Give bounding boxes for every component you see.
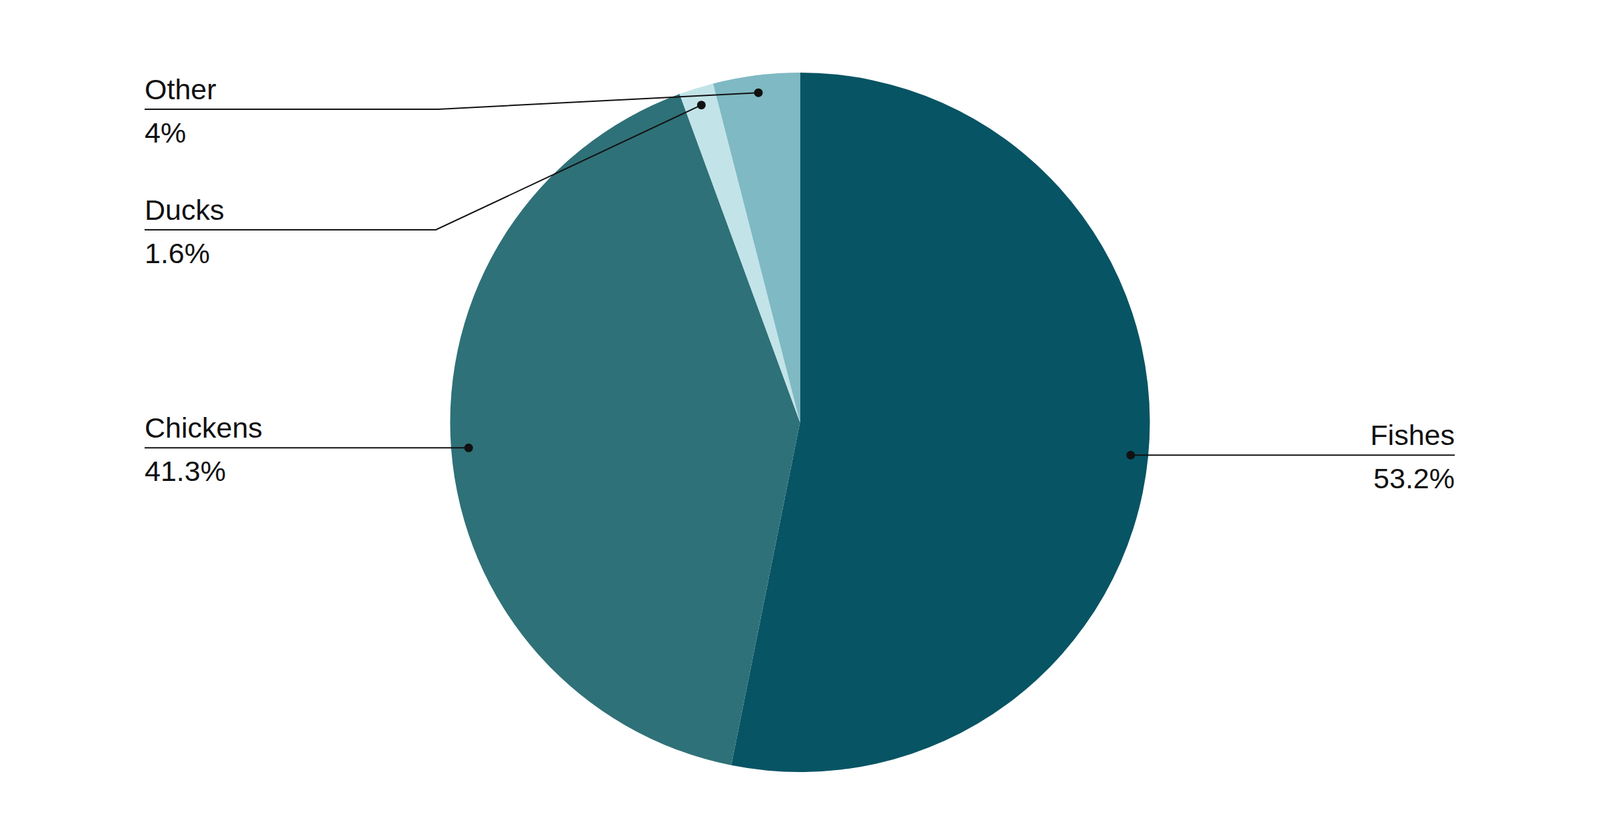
labels: Fishes 53.2% Chickens 41.3% Ducks 1.6% Other 4% [144,73,1455,495]
slice-value: 1.6% [144,237,210,270]
slice-label: Other [144,73,217,106]
slice-value: 4% [144,116,186,149]
leader-dot [1126,451,1135,460]
slice-label: Chickens [144,411,263,444]
leader-dot [464,443,474,453]
slice-value: 41.3% [144,455,226,488]
slice-label: Ducks [144,193,224,226]
slice-label: Fishes [1370,419,1455,452]
chart-container: Fishes 53.2% Chickens 41.3% Ducks 1.6% Other 4% [0,0,1600,840]
pie-slice [713,72,800,423]
leader-line [144,105,702,230]
slices [450,72,1151,773]
leader-dot [697,100,706,110]
leader-line [144,447,469,449]
leader-line [1130,454,1455,456]
leader-line [144,92,759,110]
leader-dot [754,88,764,98]
slice-value: 53.2% [1373,462,1455,495]
pie-chart: Fishes 53.2% Chickens 41.3% Ducks 1.6% Other 4% [0,0,1600,840]
